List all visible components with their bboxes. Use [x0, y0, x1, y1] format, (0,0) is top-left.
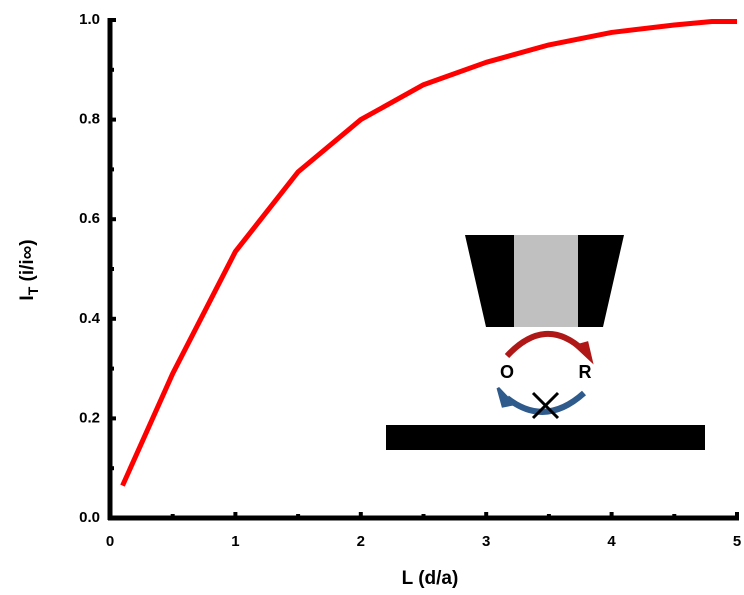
x-tick-label: 4 [607, 533, 616, 550]
data-line [123, 21, 737, 485]
tip-electrode [514, 235, 578, 327]
x-tick-label: 3 [482, 533, 490, 550]
y-tick-label: 0.6 [79, 210, 100, 227]
oxidation-arrow [507, 334, 583, 356]
x-tick-label: 1 [231, 533, 239, 550]
y-tick-label: 0.0 [79, 509, 100, 526]
x-tick-label: 2 [357, 533, 365, 550]
substrate [386, 425, 705, 450]
y-tick-label: 0.8 [79, 111, 100, 128]
arrow-head [498, 388, 513, 406]
chart: O R L (d/a) IT (i/i∞) 0.0 0.2 0.4 0.6 0.8 1.0… [0, 0, 744, 595]
arrow-head [576, 343, 591, 360]
x-tick-label: 0 [106, 533, 114, 550]
y-axis-label: IT (i/i∞) [17, 239, 41, 300]
x-axis-label: L (d/a) [402, 568, 459, 589]
inset-diagram: O R [386, 235, 705, 450]
species-label: O [500, 362, 514, 382]
reduction-arrow [507, 393, 584, 412]
species-label: R [579, 362, 592, 382]
y-tick-label: 0.4 [79, 310, 101, 327]
y-label-rest: (i/i∞) [17, 239, 38, 286]
y-tick-label: 1.0 [79, 11, 100, 28]
x-tick-label: 5 [733, 533, 741, 550]
y-tick-label: 0.2 [79, 409, 100, 426]
